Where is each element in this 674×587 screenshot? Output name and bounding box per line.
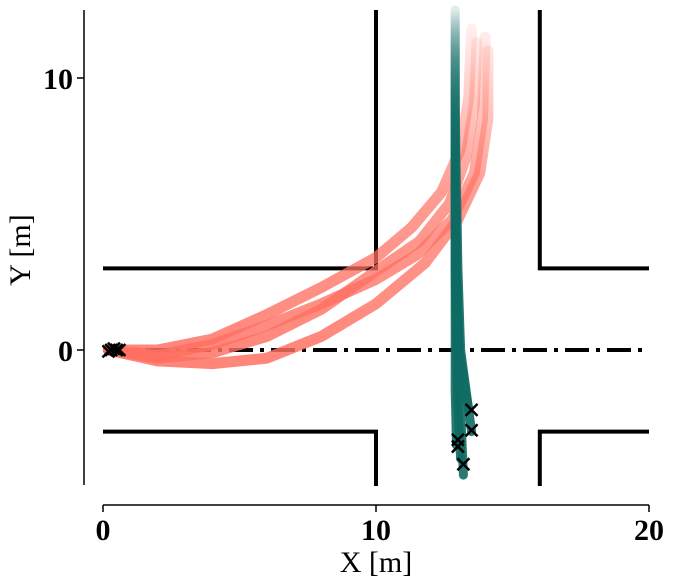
road-boundary-upper-left-curb <box>103 10 378 271</box>
red-trajectory-2 <box>103 45 494 370</box>
y-ticks: 0 10 <box>43 63 84 368</box>
start-markers <box>101 341 479 472</box>
teal-trajectory-5 <box>450 5 461 450</box>
start-marker-5 <box>107 341 121 356</box>
marker-stroke <box>464 423 479 438</box>
y-axis-title: Y [m] <box>4 214 37 285</box>
road-boundary-lower-left-curb <box>103 429 378 486</box>
road-boundary-upper-right-curb <box>537 10 649 271</box>
red-trajectory-4 <box>103 37 483 364</box>
marker-stroke <box>451 439 465 454</box>
marker-stroke <box>107 341 121 356</box>
y-tick-label: 0 <box>58 335 73 368</box>
start-marker-7 <box>464 423 479 438</box>
x-tick-label: 20 <box>634 514 664 547</box>
road-layer <box>103 10 649 486</box>
marker-stroke <box>456 457 471 472</box>
x-axis-title: X [m] <box>340 546 412 579</box>
red-trajectory-1 <box>103 31 491 361</box>
marker-stroke <box>112 343 127 357</box>
start-marker-6 <box>464 402 479 417</box>
x-tick-label: 0 <box>96 514 111 547</box>
road-boundary-lower-right-curb <box>537 429 649 486</box>
start-marker-9 <box>451 439 465 454</box>
y-tick-label: 10 <box>43 63 73 96</box>
start-marker-10 <box>456 457 471 472</box>
teal-trajectories <box>450 5 477 480</box>
x-tick-label: 10 <box>361 514 391 547</box>
x-ticks: 0 10 20 <box>96 505 664 547</box>
marker-stroke <box>464 402 479 417</box>
red-trajectories <box>103 23 494 370</box>
red-trajectory-3 <box>103 23 478 356</box>
